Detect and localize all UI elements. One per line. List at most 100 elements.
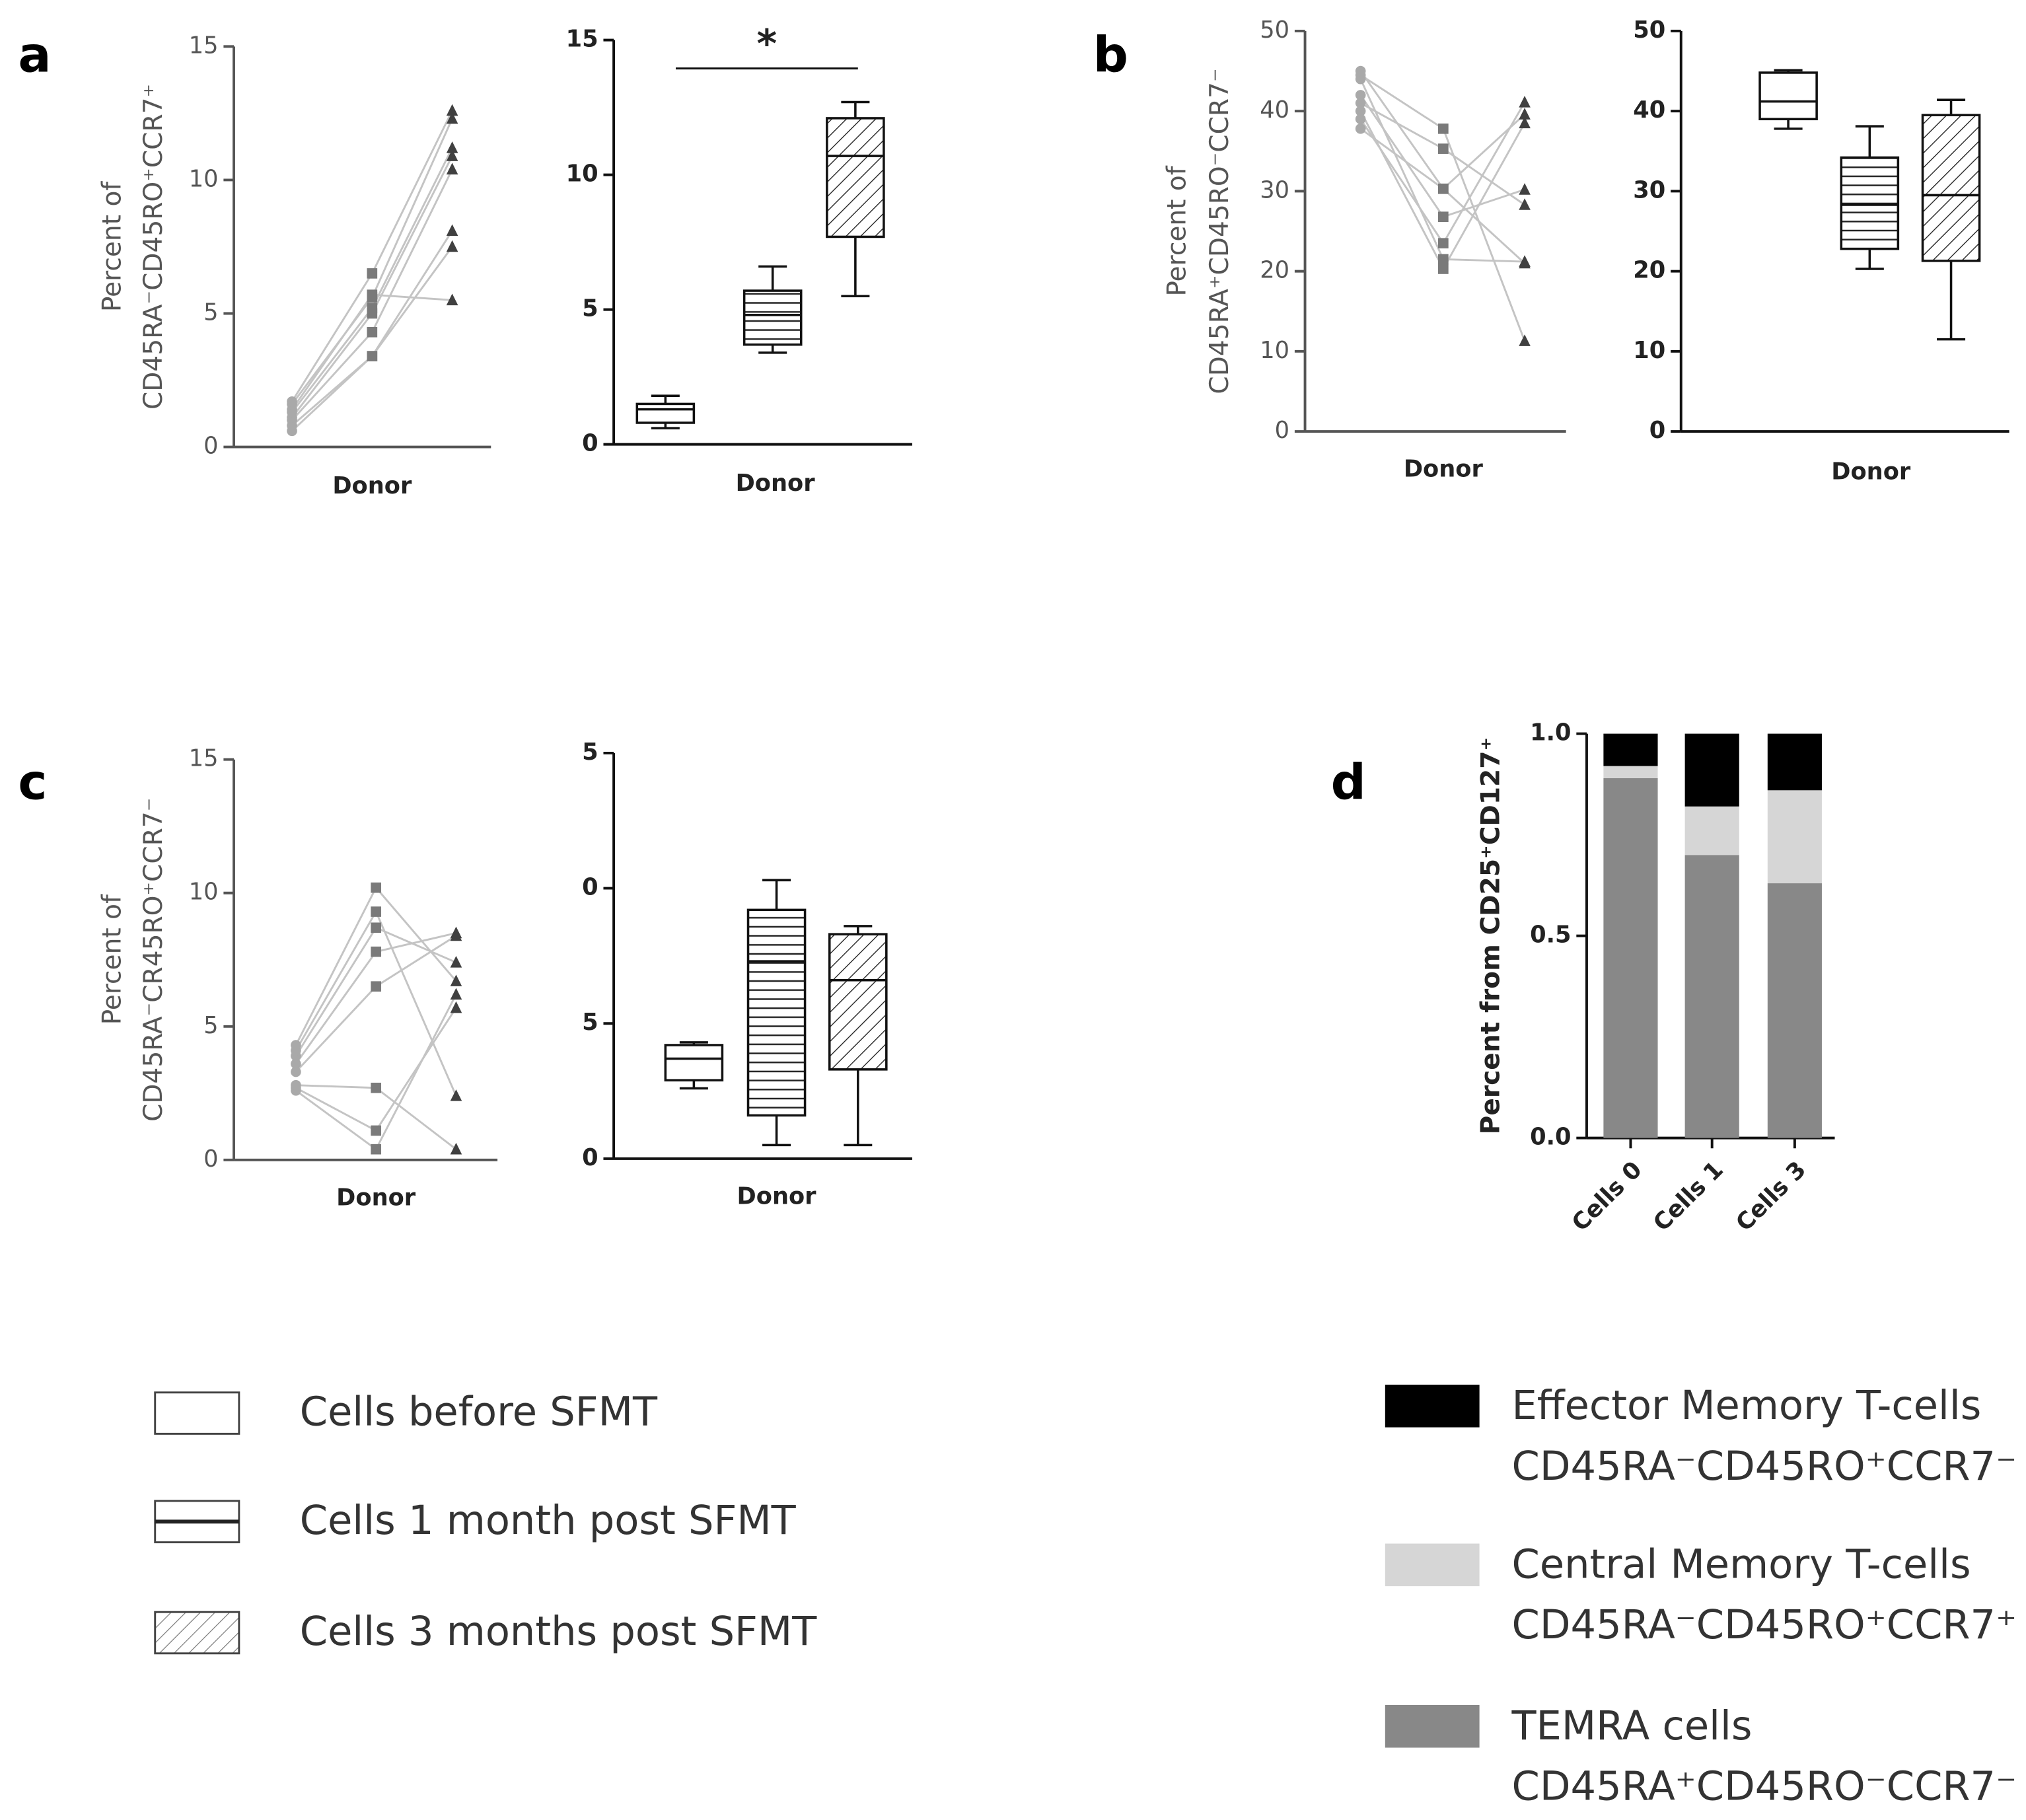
y-tick-label: 15 [189,745,219,772]
point [1355,65,1366,77]
point [450,1089,462,1101]
box [635,402,696,424]
y-tick-label: 5 [203,299,218,326]
point [1438,211,1449,222]
box [1758,71,1818,121]
legend-swatch [154,1611,240,1655]
y-tick-label: 20 [1633,257,1665,284]
y-tick-label: 0.5 [1530,922,1571,949]
point [287,396,297,407]
point [450,988,462,1000]
y-tick-label: 0 [203,1146,218,1173]
y-tick-label: 10 [566,161,598,188]
point [291,1079,301,1091]
y-tick-label: 0.0 [1530,1124,1571,1151]
y-tick-label: 15 [566,26,598,53]
box [826,117,885,238]
y-tick-label: 0 [582,430,598,457]
x-axis-label: Donor [1404,456,1484,483]
y-tick-label: 0 [582,1144,598,1171]
point [371,1082,382,1093]
y-tick-label: 5 [203,1012,218,1039]
y-tick-label: 40 [1633,96,1665,124]
donor-line [295,1007,457,1132]
point [1438,143,1449,154]
box [1921,114,1981,262]
legend-label: Effector Memory T-cells [1512,1383,1982,1429]
point [1355,98,1366,108]
legend-label: Cells 1 month post SFMT [300,1498,797,1544]
panel-label: b [1093,26,1128,83]
point [367,326,378,338]
point [371,922,382,933]
y-tick-label: 15 [189,32,219,59]
legend-swatch [154,1391,240,1435]
x-tick-label: Cells 1 [1648,1156,1729,1237]
y-axis-label: CD45RA⁻CD45RO⁺CCR7⁺ [139,84,168,410]
y-tick-label: 5 [582,295,598,322]
point [1519,256,1531,269]
y-tick-label: 40 [1260,96,1289,124]
point [1355,106,1366,116]
legend-swatch [1385,1543,1480,1587]
x-tick-label: Cells 3 [1731,1156,1811,1237]
y-tick-label: 10 [1633,337,1665,364]
box [742,289,803,346]
significance-label: * [757,22,778,67]
bar-segment [1603,778,1658,1138]
point [446,224,458,237]
x-axis-label: Donor [336,1184,416,1212]
y-tick-label: 30 [1260,176,1289,203]
y-tick-label: 0 [1649,417,1665,444]
point [371,946,382,957]
legend-subtitle: CD45RA⁻CD45RO⁺CCR7⁺ [1512,1602,2017,1648]
point [1519,96,1531,108]
panel-label: d [1331,753,1366,811]
point [1519,198,1531,210]
point [1355,114,1366,125]
point [371,906,382,917]
point [291,1066,301,1077]
point [1438,264,1449,274]
donor-line [1359,102,1526,245]
y-tick-label: 0 [203,433,218,460]
y-axis-label: Percent of [1162,165,1192,296]
y-tick-label: 5 [582,1009,598,1036]
point [450,956,462,968]
point [371,882,382,893]
legend-label: Cells 3 months post SFMT [300,1609,817,1655]
point [291,1040,301,1050]
point [1519,116,1531,129]
bar-segment [1684,855,1739,1138]
point [367,351,378,361]
y-axis-label: CD45RA⁻CR45RO⁺CCR7⁻ [139,798,168,1122]
bar-segment [1767,790,1822,884]
panel-label: a [18,26,51,83]
x-axis-label: Donor [332,472,412,499]
point [446,293,458,306]
donor-line [295,1084,457,1150]
x-tick-label: Cells 0 [1567,1156,1647,1237]
point [1519,108,1531,120]
box [1840,156,1900,250]
y-tick-label: 1.0 [1530,719,1571,746]
box [664,1044,724,1081]
legend-label: TEMRA cells [1511,1703,1753,1749]
y-tick-label: 50 [1260,17,1289,44]
point [1355,124,1366,134]
box [828,933,888,1071]
point [1438,124,1449,134]
y-tick-label: 10 [189,165,219,192]
bar-segment [1684,806,1739,855]
x-axis-label: Donor [736,470,816,497]
point [367,303,378,314]
y-tick-label: 30 [1633,176,1665,203]
point [450,974,462,986]
point [367,292,378,303]
point [446,149,458,161]
legend-subtitle: CD45RA⁻CD45RO⁺CCR7⁻ [1512,1443,2017,1490]
point [371,1125,382,1136]
point [1355,90,1366,100]
point [1438,183,1449,194]
